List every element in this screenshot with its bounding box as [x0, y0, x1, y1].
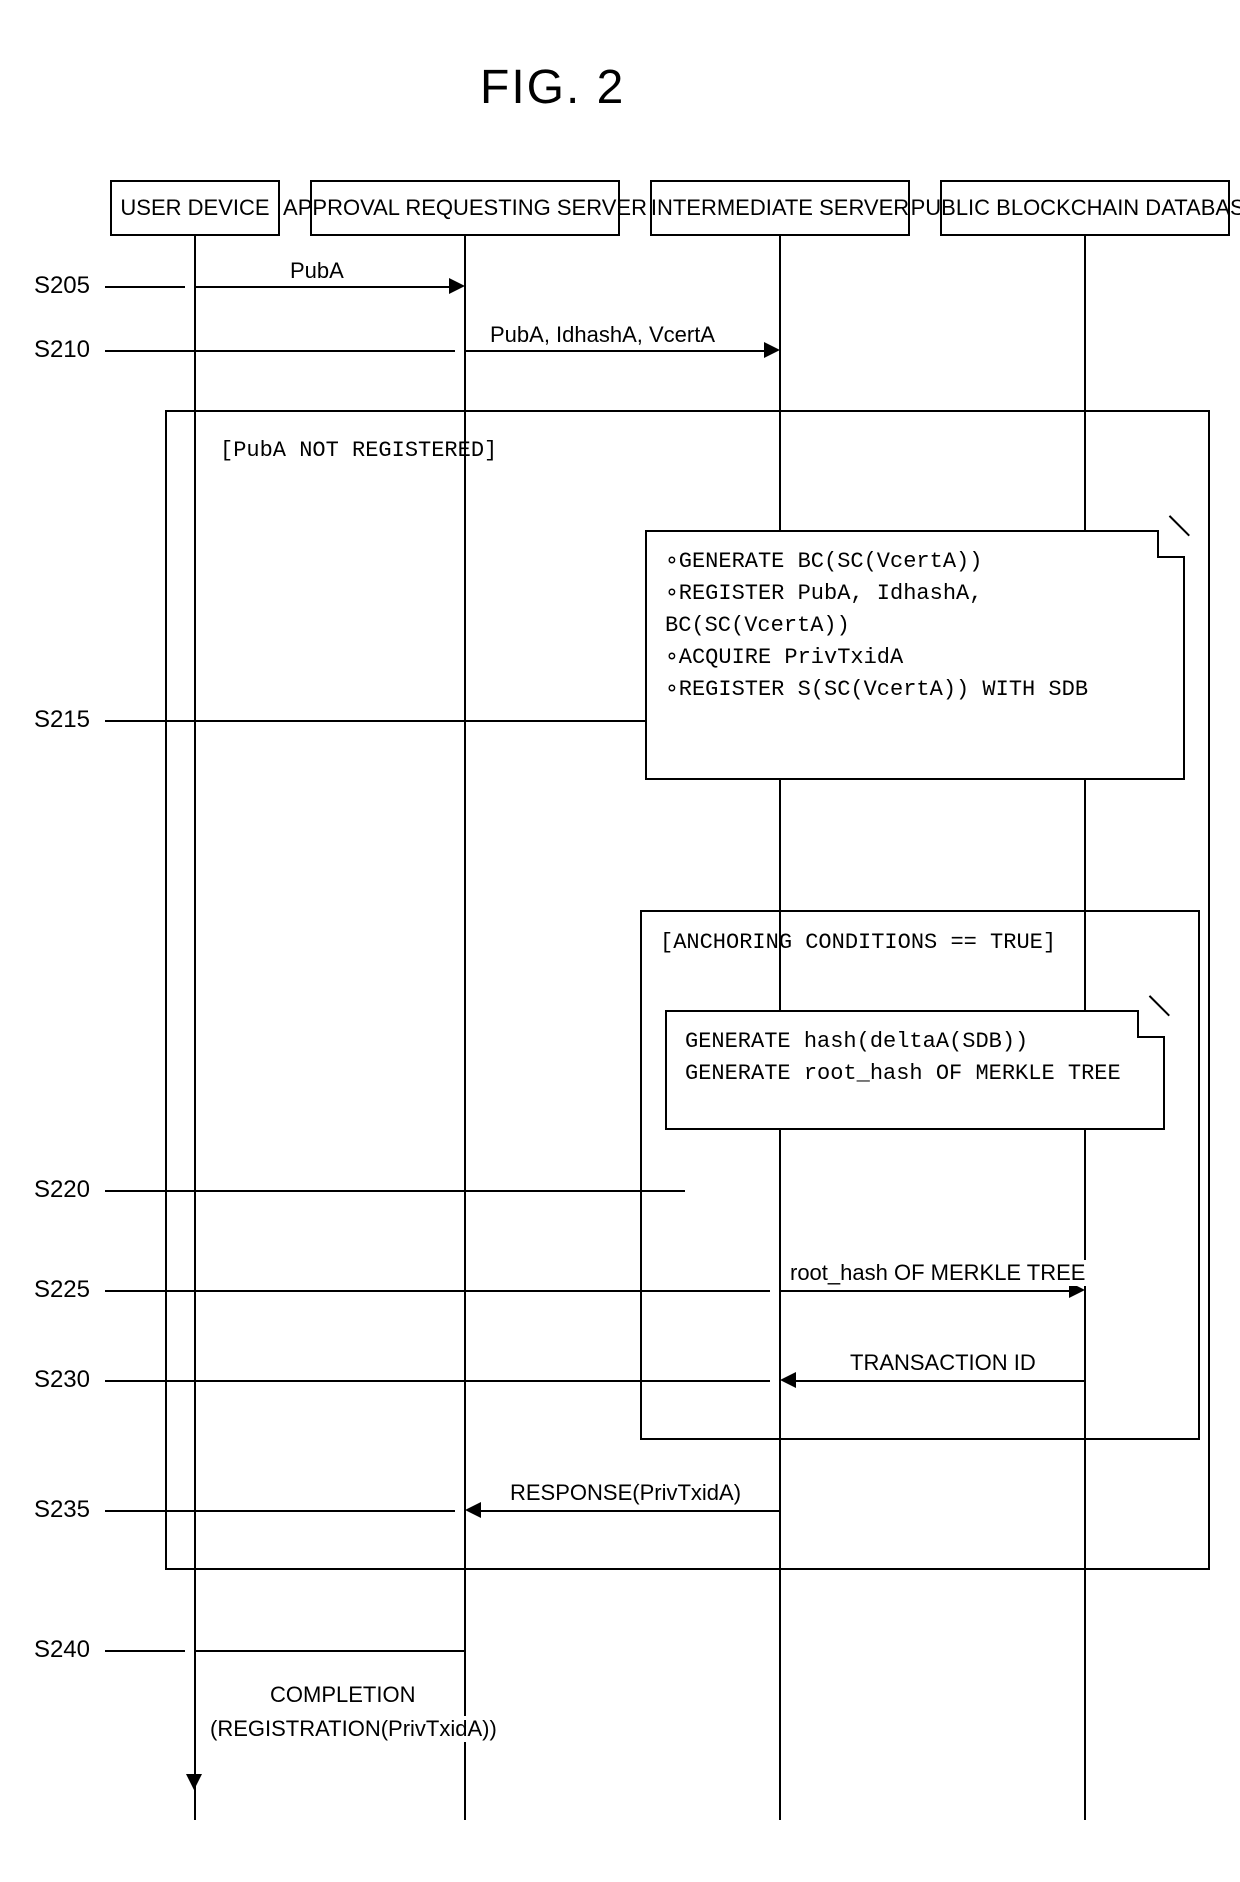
- msg-s235: RESPONSE(PrivTxidA): [510, 1480, 741, 1506]
- actor-user-device: USER DEVICE: [110, 180, 280, 236]
- step-s230: S230: [20, 1366, 90, 1394]
- arrow-s235: [481, 1510, 780, 1512]
- actor-approval-requesting-server: APPROVAL REQUESTING SERVER: [310, 180, 620, 236]
- arrow-head: [465, 1502, 481, 1518]
- arrow-s240-h: [195, 1650, 465, 1652]
- actor-label: PUBLIC BLOCKCHAIN DATABASE: [911, 195, 1240, 221]
- note-line: BC(SC(VcertA)): [665, 610, 1165, 642]
- sequence-diagram: FIG. 2 USER DEVICE APPROVAL REQUESTING S…: [0, 0, 1240, 1882]
- actor-public-blockchain-database: PUBLIC BLOCKCHAIN DATABASE: [940, 180, 1230, 236]
- note-corner-fold: [1157, 530, 1185, 558]
- step-connector: [105, 1290, 770, 1292]
- note-line: ∘REGISTER PubA, IdhashA,: [665, 578, 1165, 610]
- arrow-head: [449, 278, 465, 294]
- step-s210: S210: [20, 336, 90, 364]
- step-s215: S215: [20, 706, 90, 734]
- condition-puba-not-registered: [PubA NOT REGISTERED]: [220, 438, 497, 463]
- note-s215: ∘GENERATE BC(SC(VcertA)) ∘REGISTER PubA,…: [645, 530, 1185, 780]
- arrow-head: [764, 342, 780, 358]
- actor-label: APPROVAL REQUESTING SERVER: [283, 195, 647, 221]
- step-connector: [105, 286, 185, 288]
- step-connector: [105, 1650, 185, 1652]
- step-s225: S225: [20, 1276, 90, 1304]
- arrow-s225: [780, 1290, 1069, 1292]
- arrow-s240-v: [194, 1650, 196, 1774]
- msg-s240-line1: COMPLETION: [270, 1682, 415, 1708]
- note-line: ∘REGISTER S(SC(VcertA)) WITH SDB: [665, 674, 1165, 706]
- figure-title: FIG. 2: [480, 60, 625, 115]
- arrow-s210: [465, 350, 764, 352]
- step-connector: [105, 350, 455, 352]
- msg-s230: TRANSACTION ID: [850, 1350, 1036, 1376]
- note-line: GENERATE hash(deltaA(SDB)): [685, 1026, 1145, 1058]
- step-connector: [105, 1510, 455, 1512]
- actor-intermediate-server: INTERMEDIATE SERVER: [650, 180, 910, 236]
- condition-anchoring-true: [ANCHORING CONDITIONS == TRUE]: [660, 930, 1056, 955]
- arrow-s205: [195, 286, 449, 288]
- step-s220: S220: [20, 1176, 90, 1204]
- note-line: ∘ACQUIRE PrivTxidA: [665, 642, 1165, 674]
- msg-s210: PubA, IdhashA, VcertA: [490, 322, 715, 348]
- note-corner-fold: [1137, 1010, 1165, 1038]
- msg-s225: root_hash OF MERKLE TREE: [790, 1260, 1086, 1286]
- arrow-head: [186, 1774, 202, 1790]
- actor-label: INTERMEDIATE SERVER: [651, 195, 909, 221]
- note-line: GENERATE root_hash OF MERKLE TREE: [685, 1058, 1145, 1090]
- actor-label: USER DEVICE: [120, 195, 269, 221]
- step-connector: [105, 1380, 770, 1382]
- step-connector: [105, 720, 645, 722]
- step-s205: S205: [20, 272, 90, 300]
- note-line: ∘GENERATE BC(SC(VcertA)): [665, 546, 1165, 578]
- arrow-s230: [796, 1380, 1085, 1382]
- step-connector: [105, 1190, 665, 1192]
- step-s235: S235: [20, 1496, 90, 1524]
- step-connector: [665, 1190, 685, 1192]
- msg-s205-puba: PubA: [290, 258, 344, 284]
- step-s240: S240: [20, 1636, 90, 1664]
- arrow-head: [780, 1372, 796, 1388]
- msg-s240-line2: (REGISTRATION(PrivTxidA)): [210, 1716, 497, 1742]
- note-s220: GENERATE hash(deltaA(SDB)) GENERATE root…: [665, 1010, 1165, 1130]
